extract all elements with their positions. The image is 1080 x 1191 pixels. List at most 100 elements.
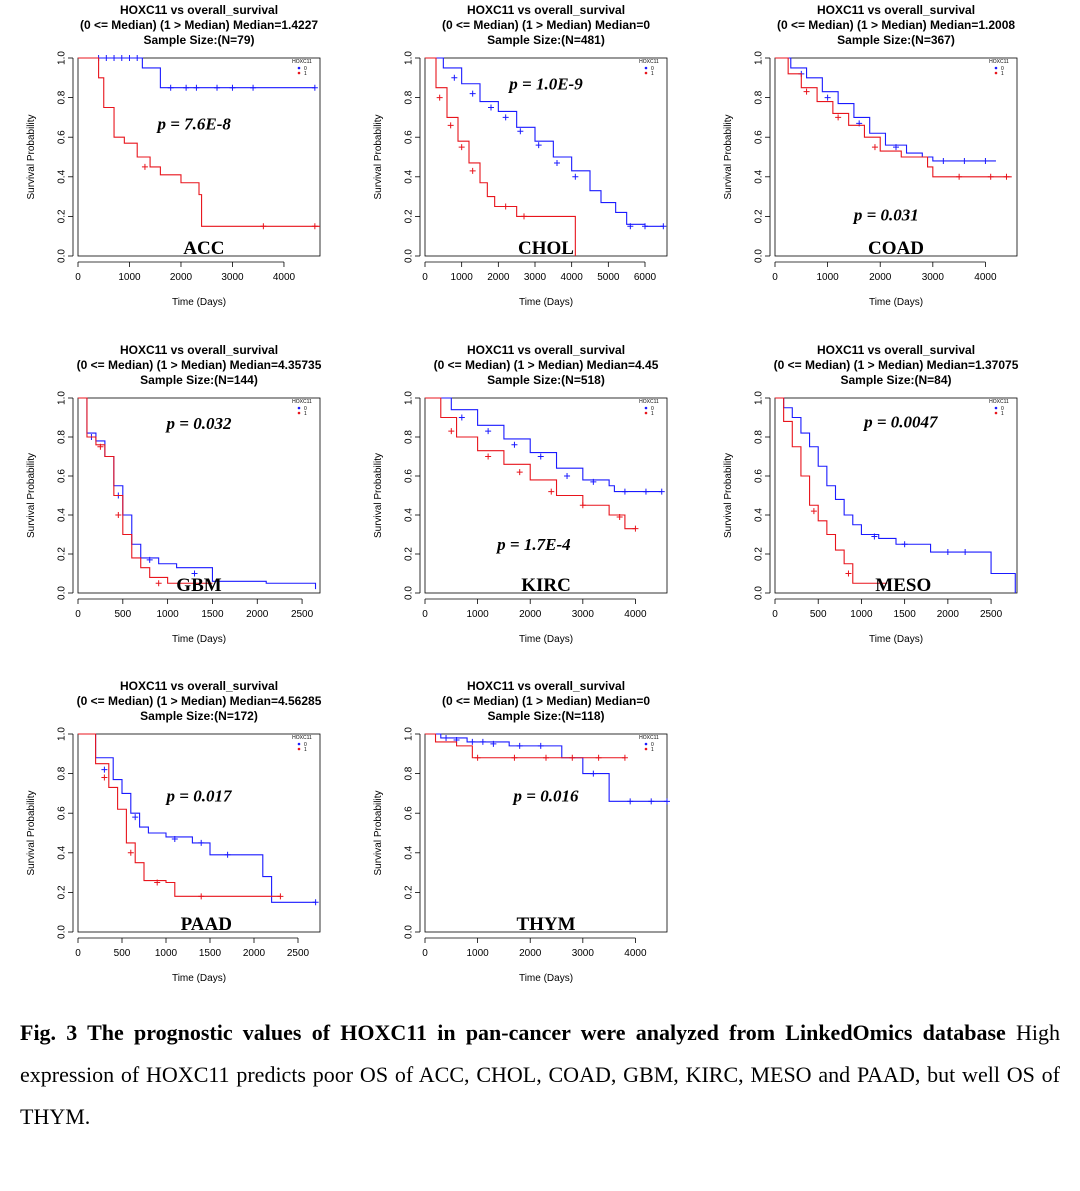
chart-title-line: Sample Size:(N=481): [487, 33, 605, 47]
chart-title-line: Sample Size:(N=144): [140, 373, 258, 387]
x-tick-label: 2000: [937, 609, 960, 620]
y-tick-label: 0.2: [404, 209, 415, 223]
y-tick-label: 0.4: [404, 845, 415, 859]
y-tick-label: 0.8: [754, 90, 765, 104]
y-axis-label: Survival Probability: [373, 790, 384, 875]
legend-marker-0: [297, 742, 301, 746]
censor-mark-group-1: [511, 754, 518, 761]
censor-mark-group-1: [521, 213, 527, 220]
censor-mark-group-0: [537, 742, 544, 749]
censor-mark-group-0: [901, 541, 908, 548]
legend-marker-1: [994, 411, 998, 415]
y-tick-label: 0.8: [754, 430, 765, 444]
censor-mark-group-0: [443, 734, 450, 741]
legend-marker-0: [644, 66, 648, 70]
chart-kirc: HOXC11 vs overall_survival(0 <= Median) …: [373, 343, 668, 645]
censor-mark-group-1: [155, 580, 162, 587]
x-tick-label: 0: [422, 272, 428, 283]
censor-mark-group-0: [488, 104, 494, 111]
censor-mark-group-0: [564, 473, 571, 479]
censor-mark-group-0: [517, 128, 524, 135]
legend-marker-1: [644, 71, 648, 75]
y-tick-label: 0.2: [754, 547, 765, 561]
cancer-type-label: COAD: [868, 238, 924, 259]
cancer-type-label: PAAD: [181, 914, 232, 935]
censor-mark-group-0: [982, 157, 989, 164]
censor-mark-group-1: [115, 512, 122, 518]
y-tick-label: 0.8: [57, 430, 68, 444]
chart-title-line: HOXC11 vs overall_survival: [467, 679, 625, 693]
y-tick-label: 0.6: [754, 469, 765, 483]
legend-marker-1: [297, 747, 301, 751]
p-value-label: p = 1.7E-4: [495, 535, 570, 554]
p-value-label: p = 7.6E-8: [155, 114, 231, 133]
survival-figure: HOXC11 vs overall_survival (0 <= Median) …: [26, 3, 1019, 984]
censor-mark-group-1: [141, 163, 148, 170]
x-axis-label: Time (Days): [869, 634, 923, 645]
cancer-type-label: ACC: [183, 238, 224, 259]
legend-label: 0: [1001, 406, 1004, 412]
x-axis-label: Time (Days): [172, 973, 226, 984]
censor-mark-group-0: [961, 157, 968, 164]
censor-mark-group-0: [642, 488, 649, 495]
chart-thym: HOXC11 vs overall_survival(0 <= Median) …: [373, 679, 670, 984]
censor-mark-group-0: [824, 94, 831, 101]
y-axis-label: Survival Probability: [373, 114, 384, 199]
x-tick-label: 1000: [816, 272, 839, 283]
legend-label: 1: [1001, 71, 1004, 77]
censor-mark-group-1: [458, 144, 465, 151]
x-tick-label: 0: [422, 609, 428, 620]
chart-title-line: HOXC11 vs overall_survival: [120, 679, 278, 693]
censor-mark-group-1: [516, 469, 523, 476]
x-tick-label: 3000: [221, 272, 244, 283]
chart-title-line: HOXC11 vs overall_survival: [817, 343, 975, 357]
censor-mark-group-1: [956, 173, 963, 180]
x-tick-label: 1000: [850, 609, 873, 620]
chart-title-line: Sample Size:(N=84): [840, 373, 951, 387]
figure-caption: Fig. 3 The prognostic values of HOXC11 i…: [20, 1012, 1060, 1138]
censor-mark-group-1: [448, 428, 455, 435]
survival-curve-group-1: [425, 397, 636, 530]
legend-title: HOXC11: [292, 399, 312, 405]
survival-curve-group-0: [775, 397, 1016, 593]
censor-mark-group-0: [590, 770, 597, 777]
x-tick-label: 1500: [199, 948, 222, 959]
x-axis-label: Time (Days): [519, 634, 573, 645]
y-tick-label: 0.6: [404, 469, 415, 483]
censor-mark-group-1: [154, 879, 161, 886]
y-tick-label: 0.6: [57, 806, 68, 820]
x-tick-label: 0: [75, 948, 81, 959]
censor-mark-group-1: [485, 453, 492, 460]
caption-bold: Fig. 3 The prognostic values of HOXC11 i…: [20, 1020, 1006, 1045]
plot-frame: [774, 57, 1018, 257]
chart-title-line: HOXC11 vs overall_survival: [467, 3, 625, 17]
y-axis-label: Survival Probability: [723, 114, 734, 199]
chart-title-line: (0 <= Median) (1 > Median) Median=4.45: [434, 358, 659, 372]
caption-text: High expression of HOXC11 predicts poor …: [20, 1020, 1060, 1129]
x-tick-label: 3000: [572, 609, 595, 620]
y-tick-label: 0.6: [754, 130, 765, 144]
x-axis-label: Time (Days): [519, 973, 573, 984]
plot-frame: [424, 57, 668, 257]
censor-mark-group-0: [146, 556, 153, 563]
legend-label: 1: [651, 747, 654, 753]
censor-mark-group-0: [198, 839, 205, 846]
censor-mark-group-0: [590, 478, 597, 485]
censor-mark-group-1: [810, 508, 817, 515]
censor-mark-group-1: [621, 754, 628, 761]
plot-frame: [424, 397, 668, 594]
x-tick-label: 2000: [487, 272, 510, 283]
survival-curve-group-1: [775, 57, 1012, 178]
y-tick-label: 1.0: [57, 51, 68, 65]
survival-curve-group-0: [78, 57, 315, 89]
censor-mark-group-1: [548, 488, 555, 495]
censor-mark-group-0: [479, 738, 486, 745]
survival-curve-group-0: [425, 57, 664, 227]
plot-frame: [774, 397, 1018, 594]
y-axis-label: Survival Probability: [723, 453, 734, 538]
y-tick-label: 0.2: [57, 885, 68, 899]
y-tick-label: 1.0: [404, 727, 415, 741]
chart-title-line: HOXC11 vs overall_survival: [120, 343, 278, 357]
legend-label: 1: [304, 71, 307, 77]
censor-mark-group-0: [485, 428, 492, 435]
